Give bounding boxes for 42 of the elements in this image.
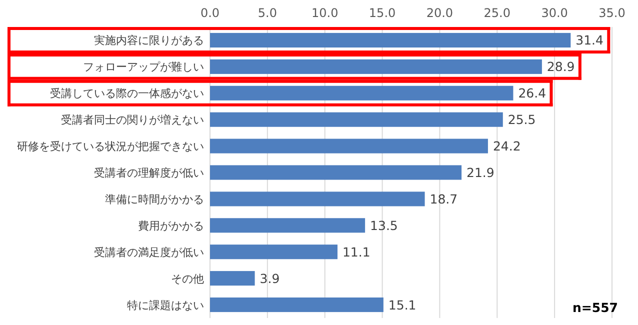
y-tick-label: その他 <box>171 272 204 286</box>
data-label: 21.9 <box>466 165 494 180</box>
data-label: 28.9 <box>546 59 575 74</box>
bar <box>210 218 366 233</box>
data-label: 3.9 <box>260 270 280 286</box>
data-label: 26.4 <box>518 86 546 101</box>
data-label: 24.2 <box>492 138 521 154</box>
bar <box>210 165 462 180</box>
y-tick-label: 受講者の理解度が低い <box>94 166 204 180</box>
data-label: 13.5 <box>370 218 398 233</box>
y-tick-label: 特に課題はない <box>127 298 204 312</box>
data-label: 18.7 <box>430 191 458 206</box>
y-tick-label: フォローアップが難しい <box>83 60 204 74</box>
data-label: 25.5 <box>508 112 536 128</box>
y-tick-label: 受講者同士の関りが増えない <box>61 114 204 127</box>
x-tick-label: 30.0 <box>541 6 568 20</box>
y-tick-label: 準備に時間がかかる <box>105 192 204 206</box>
y-tick-label: 受講者の満足度が低い <box>94 246 204 259</box>
x-tick-label: 15.0 <box>368 6 396 20</box>
bar <box>210 32 571 48</box>
annotation: n=557 <box>572 300 618 315</box>
bar <box>210 271 255 286</box>
y-tick-label: 実施内容に限りがある <box>94 34 204 48</box>
x-tick-label: 35.0 <box>598 6 626 20</box>
x-tick-label: 0.0 <box>200 6 220 20</box>
data-label: 31.4 <box>576 32 604 48</box>
bar <box>210 59 542 74</box>
y-tick-label: 受講している際の一体感がない <box>50 87 204 100</box>
x-tick-label: 20.0 <box>426 6 454 20</box>
bar <box>210 138 488 154</box>
bar <box>210 112 503 127</box>
bar <box>210 192 425 206</box>
x-tick-label: 10.0 <box>312 6 338 20</box>
data-label: 15.1 <box>388 297 416 312</box>
y-tick-label: 費用がかかる <box>138 219 204 232</box>
y-tick-label: 研修を受けている状況が把握できない <box>17 140 204 154</box>
x-tick-label: 25.0 <box>484 6 510 20</box>
bar <box>210 244 338 260</box>
bar <box>210 86 514 100</box>
bar <box>210 298 384 312</box>
data-label: 11.1 <box>342 244 370 260</box>
x-tick-label: 5.0 <box>258 6 277 20</box>
